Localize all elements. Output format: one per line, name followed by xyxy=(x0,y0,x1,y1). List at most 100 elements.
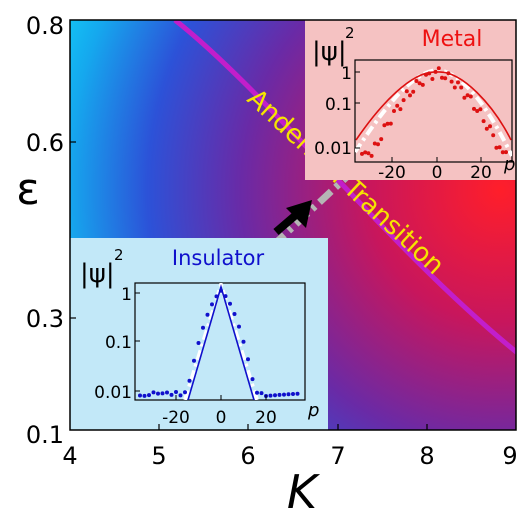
metal-data-point xyxy=(484,126,489,131)
insulator-data-point xyxy=(277,392,282,397)
insulator-data-point xyxy=(259,391,264,396)
insulator-data-point xyxy=(169,392,174,397)
metal-data-point xyxy=(488,124,492,129)
metal-xtick-label-0: 0 xyxy=(432,163,443,183)
metal-data-point xyxy=(360,151,364,156)
insulator-data-point xyxy=(228,301,232,306)
metal-data-point xyxy=(478,107,483,112)
metal-data-point xyxy=(456,80,460,85)
metal-data-point xyxy=(443,76,448,81)
insulator-data-point xyxy=(291,392,295,396)
metal-data-point xyxy=(401,98,406,103)
insulator-data-point xyxy=(286,392,291,397)
metal-data-point xyxy=(462,95,467,100)
metal-data-point xyxy=(424,72,428,77)
metal-ylabel-exponent: 2 xyxy=(345,24,355,42)
metal-data-point xyxy=(385,121,390,126)
metal-data-point xyxy=(411,89,416,94)
insulator-data-point xyxy=(160,391,165,396)
metal-xlabel: p xyxy=(503,154,515,175)
insulator-data-point xyxy=(165,390,169,395)
ytick-label-06: 0.6 xyxy=(26,129,64,157)
insulator-title: Insulator xyxy=(172,246,265,270)
metal-ylabel-base: |ψ| xyxy=(312,37,347,67)
insulator-data-point xyxy=(192,358,196,363)
metal-data-point xyxy=(430,77,435,81)
metal-ytick-label-1: 1 xyxy=(341,64,352,84)
xtick-label-9: 9 xyxy=(502,442,517,470)
insulator-wavefunction-curve xyxy=(187,284,255,400)
metal-inset: Metal |ψ| 2 1 0.1 0.01 -20 0 20 p xyxy=(305,20,516,183)
main-ticks xyxy=(70,141,428,430)
insulator-data-point xyxy=(156,391,160,396)
insulator-xtick-label-0: 0 xyxy=(216,408,227,428)
metal-data-point xyxy=(417,81,422,86)
metal-data-point xyxy=(446,71,451,76)
metal-ytick-label-001: 0.01 xyxy=(314,139,352,159)
metal-data-point xyxy=(440,75,444,80)
metal-data-point xyxy=(382,123,387,128)
metal-data-point xyxy=(414,79,419,83)
insulator-data-point xyxy=(214,294,219,299)
insulator-ylabel-base: |ψ| xyxy=(80,259,115,289)
insulator-inset: Insulator |ψ| 2 1 0.1 0.01 -20 0 20 p xyxy=(70,238,328,430)
insulator-xtick-label-20: 20 xyxy=(255,408,277,428)
insulator-ytick-label-01: 0.1 xyxy=(105,333,132,353)
metal-title: Metal xyxy=(422,27,483,52)
metal-data-point xyxy=(491,133,496,138)
metal-xtick-label-m20: -20 xyxy=(378,163,406,183)
insulator-xlabel: p xyxy=(307,400,319,421)
metal-data-point xyxy=(420,82,425,87)
insulator-data-point xyxy=(295,391,300,396)
x-axis-label: K xyxy=(287,465,321,515)
xtick-label-7: 7 xyxy=(330,442,345,470)
metal-data-point xyxy=(404,89,409,94)
metal-ytick-label-01: 0.1 xyxy=(325,95,352,115)
insulator-data-point xyxy=(205,312,210,317)
insulator-data-point xyxy=(273,393,277,398)
plot-frame xyxy=(69,19,517,431)
insulator-plot-area xyxy=(134,282,306,401)
insulator-data-point xyxy=(142,393,147,398)
metal-data-point xyxy=(427,71,432,76)
insulator-data-point xyxy=(246,357,250,362)
insulator-data-point xyxy=(196,341,201,345)
metal-data-point xyxy=(494,145,499,150)
insulator-ylabel: |ψ| xyxy=(80,259,115,289)
insulator-data-point xyxy=(178,393,183,398)
insulator-data-point xyxy=(201,325,205,330)
y-axis-label: ε xyxy=(16,164,40,215)
metal-data-point xyxy=(436,66,441,71)
xtick-label-5: 5 xyxy=(151,442,166,470)
insulator-data-point xyxy=(187,378,192,383)
metal-data-point xyxy=(366,151,371,156)
insulator-data-point xyxy=(151,390,156,395)
metal-wavefunction-fit xyxy=(355,67,512,157)
transition-arrowhead xyxy=(286,200,312,228)
metal-ylabel: |ψ| xyxy=(312,37,347,67)
metal-data-point xyxy=(433,69,438,74)
insulator-data-point xyxy=(138,393,142,398)
metal-data-point xyxy=(475,109,480,113)
insulator-ylabel-exponent: 2 xyxy=(114,246,124,264)
insulator-data-point xyxy=(250,377,255,382)
insulator-data-point xyxy=(183,390,187,395)
metal-data-point xyxy=(408,93,412,98)
metal-data-point xyxy=(392,109,396,113)
metal-data-point xyxy=(363,150,368,155)
insulator-data-point xyxy=(282,392,286,397)
insulator-ytick-label-001: 0.01 xyxy=(94,383,132,403)
ytick-label-03: 0.3 xyxy=(26,305,64,333)
metal-data-point xyxy=(398,107,403,112)
insulator-data-point xyxy=(268,393,273,398)
metal-data-point xyxy=(500,150,505,155)
insulator-data-point xyxy=(237,324,241,329)
insulator-data-point xyxy=(241,339,246,344)
insulator-data-point xyxy=(210,302,214,307)
ytick-label-08: 0.8 xyxy=(26,12,64,40)
insulator-data-point xyxy=(232,312,237,316)
insulator-data-point xyxy=(147,393,151,398)
insulator-data-point xyxy=(255,390,259,395)
ytick-label-01: 0.1 xyxy=(26,421,64,449)
metal-data-point xyxy=(449,79,454,84)
